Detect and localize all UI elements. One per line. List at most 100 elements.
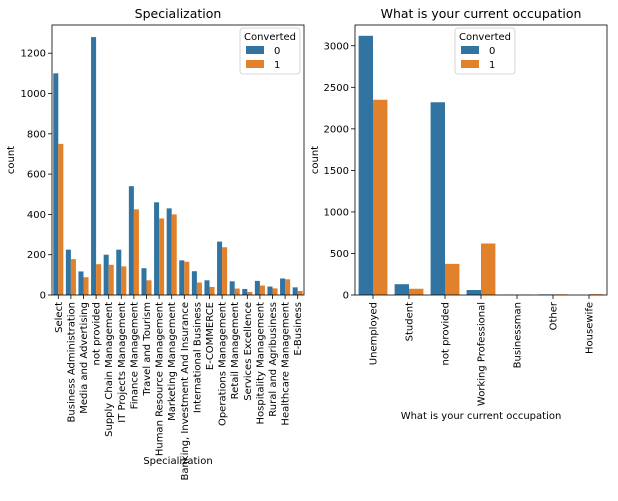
- y-tick-label: 3000: [324, 41, 349, 52]
- bar-series-0: [229, 281, 235, 295]
- bar-series-1: [83, 277, 89, 295]
- bar-series-1: [196, 282, 202, 295]
- bar-series-1: [222, 247, 228, 295]
- x-tick-label: Finance Management: [129, 302, 140, 409]
- y-axis-label: count: [6, 146, 17, 174]
- legend-swatch-0: [461, 46, 479, 54]
- bar-series-0: [466, 290, 481, 295]
- y-axis-label: count: [310, 146, 321, 174]
- bar-series-1: [108, 264, 114, 295]
- x-tick-label: Business Administration: [66, 302, 77, 422]
- bar-series-1: [373, 99, 388, 296]
- legend-swatch-1: [461, 60, 479, 68]
- bar-series-0: [78, 271, 84, 295]
- y-tick-label: 800: [27, 129, 46, 140]
- x-tick-label: E-Business: [293, 302, 304, 356]
- bar-series-1: [121, 266, 127, 295]
- legend-title: Converted: [459, 32, 511, 43]
- bar-series-1: [409, 288, 424, 295]
- x-tick-label: Student: [405, 302, 416, 341]
- bar-series-1: [259, 285, 265, 295]
- x-tick-label: Healthcare Management: [281, 302, 292, 426]
- plot-frame: [51, 24, 305, 296]
- y-tick-label: 600: [27, 170, 46, 181]
- y-tick-label: 0: [40, 291, 46, 302]
- x-tick-label: Media and Advertising: [79, 302, 90, 414]
- x-axis-label: What is your current occupation: [401, 411, 562, 422]
- bar-series-0: [141, 268, 147, 295]
- x-tick-label: IT Projects Management: [117, 302, 128, 423]
- y-tick-label: 0: [343, 291, 349, 302]
- legend-swatch-0: [246, 46, 264, 54]
- bar-series-1: [209, 286, 215, 295]
- x-tick-label: not provided: [441, 302, 452, 365]
- bar-series-0: [204, 280, 210, 295]
- y-tick-label: 200: [27, 250, 46, 261]
- bar-series-0: [267, 286, 273, 295]
- y-tick-label: 2000: [324, 124, 349, 135]
- x-tick-label: Select: [54, 302, 65, 333]
- y-tick-label: 1000: [21, 89, 46, 100]
- chart-panel-1: Specialization 0 200 400 600 800 1000 1200 Selec…: [6, 6, 305, 481]
- bar-series-0: [103, 254, 109, 295]
- bar-series-1: [184, 261, 190, 295]
- bar-series-1: [247, 291, 253, 295]
- bar-series-0: [394, 284, 409, 295]
- x-tick-label: Housewife: [585, 302, 596, 354]
- bar-series-1: [285, 279, 291, 295]
- bar-series-0: [217, 241, 223, 295]
- bar-series-1: [171, 214, 177, 295]
- y-tick-label: 400: [27, 210, 46, 221]
- bar-series-0: [166, 208, 172, 295]
- x-tick-label: Unemployed: [369, 302, 380, 365]
- y-tick-label: 2500: [324, 83, 349, 94]
- x-tick-label: Operations Management: [218, 302, 229, 426]
- bar-series-1: [159, 218, 165, 295]
- x-tick-label: Rural and Agribusiness: [268, 302, 279, 417]
- x-tick-label: Working Professional: [477, 302, 488, 406]
- bar-series-0: [91, 37, 97, 296]
- bar-series-0: [280, 278, 286, 295]
- bar-series-1: [234, 288, 240, 295]
- bar-series-0: [191, 271, 197, 295]
- chart-title: Specialization: [135, 6, 222, 21]
- bar-series-0: [179, 260, 185, 295]
- x-tick-label: International Business: [192, 302, 203, 413]
- x-tick-label: E-COMMERCE: [205, 302, 216, 370]
- bar-series-1: [297, 290, 303, 295]
- chart-title: What is your current occupation: [381, 6, 582, 21]
- bar-series-0: [358, 35, 373, 296]
- x-tick-label: Businessman: [513, 302, 524, 368]
- chart-panel-2: What is your current occupation 0 500 1000 1…: [310, 6, 608, 422]
- x-tick-label: not provided: [92, 302, 103, 365]
- bar-series-1: [133, 209, 139, 295]
- y-tick-label: 1500: [324, 166, 349, 177]
- bar-series-1: [146, 280, 152, 295]
- bar-series-0: [65, 249, 71, 295]
- bar-series-0: [116, 249, 122, 295]
- y-tick-label: 1200: [21, 49, 46, 60]
- legend-label-0: 0: [274, 46, 280, 57]
- legend: Converted 0 1: [454, 27, 516, 75]
- bar-series-0: [292, 287, 298, 295]
- bar-series-0: [254, 280, 260, 295]
- legend-title: Converted: [244, 32, 296, 43]
- bar-series-0: [128, 186, 134, 295]
- legend-label-1: 1: [274, 60, 280, 71]
- y-tick-label: 1000: [324, 207, 349, 218]
- bar-series-0: [154, 202, 160, 295]
- bar-series-1: [589, 294, 604, 295]
- x-tick-label: Other: [549, 301, 560, 330]
- bar-series-1: [481, 243, 496, 295]
- legend-label-0: 0: [489, 46, 495, 57]
- y-tick-label: 500: [330, 249, 349, 260]
- x-tick-label: Banking, Investment And Insurance: [180, 302, 191, 481]
- legend-label-1: 1: [489, 60, 495, 71]
- legend: Converted 0 1: [239, 27, 301, 75]
- bar-series-0: [242, 288, 248, 295]
- bar-series-1: [58, 143, 64, 295]
- bar-series-1: [70, 259, 76, 295]
- x-tick-label: Retail Management: [230, 302, 241, 399]
- bar-series-0: [430, 102, 445, 295]
- bar-series-1: [272, 288, 278, 295]
